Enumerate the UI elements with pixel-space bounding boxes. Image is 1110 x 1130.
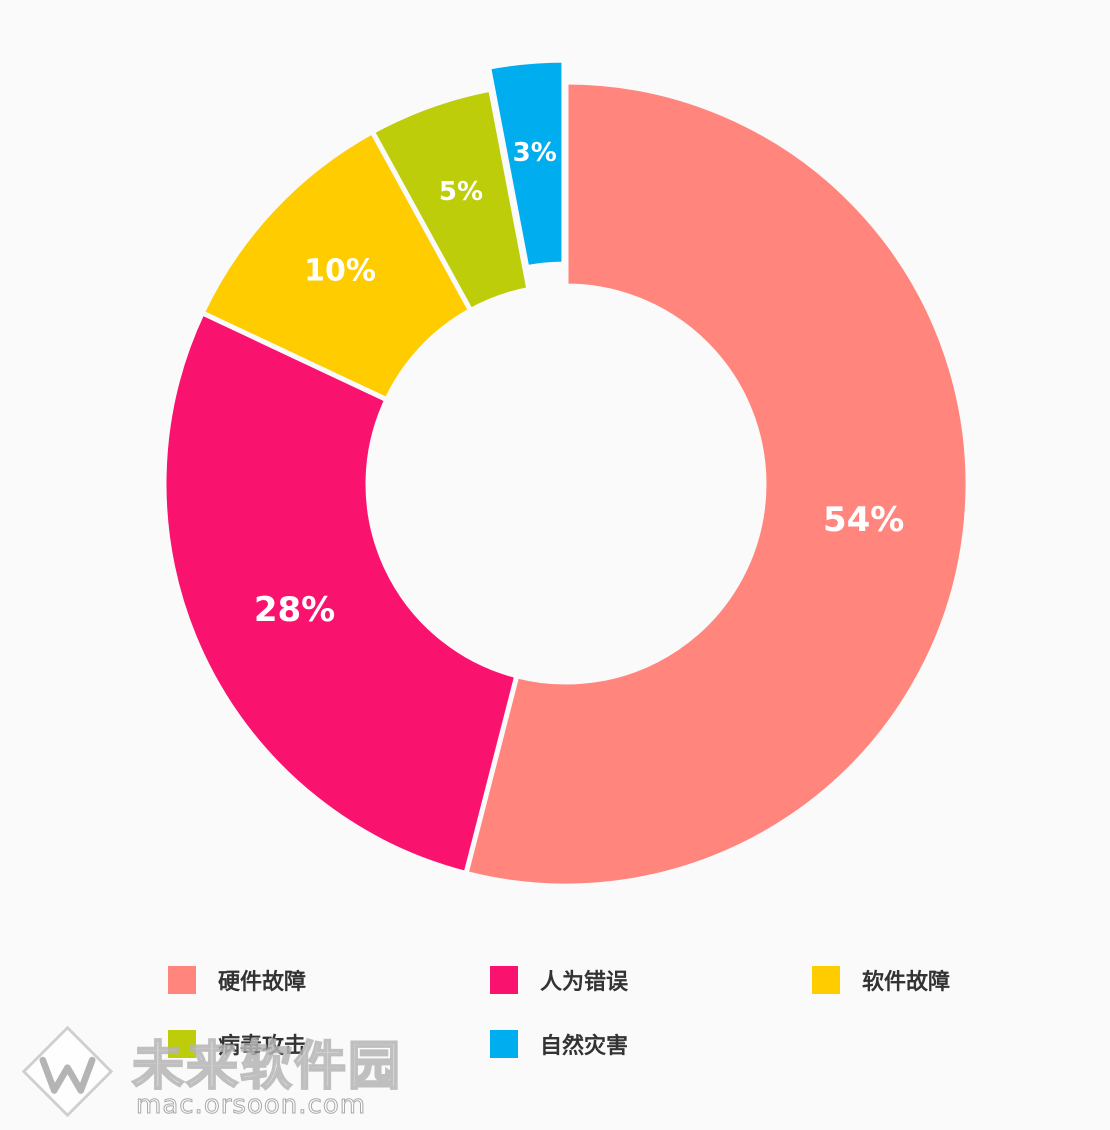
watermark-url: mac.orsoon.com [135,1090,367,1121]
slice-labels-group: 54% 28% 10% 5% 3% [254,138,904,630]
slice-label-virus: 5% [439,177,483,207]
slice-software [198,128,475,404]
slice-label-human-error: 28% [254,590,335,630]
slice-label-software: 10% [304,253,376,288]
slice-label-natural-disaster: 3% [513,138,557,168]
slice-natural-disaster [485,57,567,271]
w-logo-icon [21,1025,114,1118]
watermark: 未来软件园 mac.orsoon.com [20,1020,420,1125]
slice-human-error [161,309,520,877]
slice-label-hardware: 54% [823,500,904,540]
watermark-title: 未来软件园 [131,1036,403,1098]
slice-hardware [462,79,971,889]
slices-group [161,57,971,889]
